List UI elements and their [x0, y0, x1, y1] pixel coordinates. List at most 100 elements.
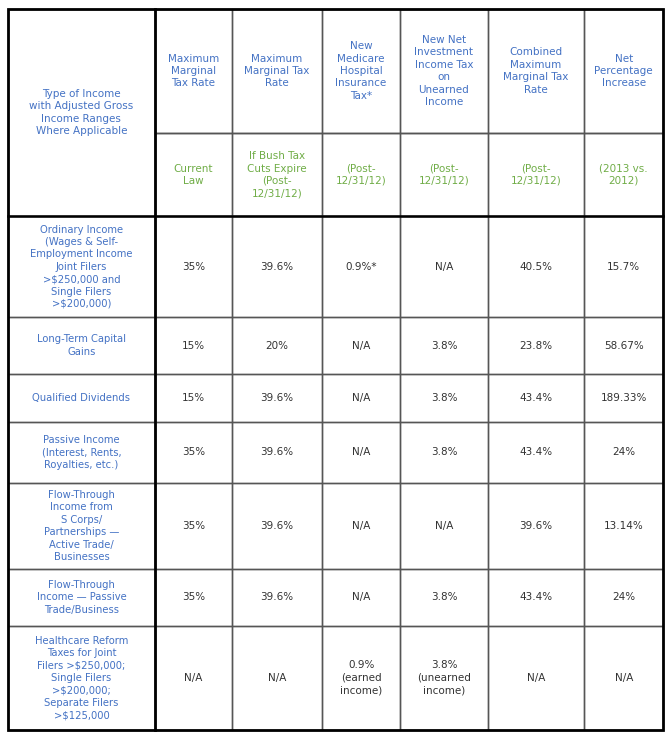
Text: If Bush Tax
Cuts Expire
(Post-
12/31/12): If Bush Tax Cuts Expire (Post- 12/31/12)	[247, 151, 307, 198]
Text: (2013 vs.
2012): (2013 vs. 2012)	[599, 163, 648, 186]
Bar	[584, 483, 663, 569]
Bar	[488, 422, 584, 483]
Bar	[231, 374, 322, 422]
Bar	[401, 625, 488, 730]
Text: (Post-
12/31/12): (Post- 12/31/12)	[511, 163, 562, 186]
Text: 39.6%: 39.6%	[260, 592, 293, 602]
Bar	[322, 374, 401, 422]
Bar	[401, 374, 488, 422]
Bar	[231, 625, 322, 730]
Bar	[155, 422, 231, 483]
Bar	[488, 217, 584, 317]
Text: Healthcare Reform
Taxes for Joint
Filers >$250,000;
Single Filers
>$200,000;
Sep: Healthcare Reform Taxes for Joint Filers…	[35, 636, 128, 720]
Text: 0.9%*: 0.9%*	[346, 262, 377, 272]
Text: (Post-
12/31/12): (Post- 12/31/12)	[336, 163, 386, 186]
Bar	[322, 422, 401, 483]
Text: 20%: 20%	[265, 341, 289, 350]
Bar	[8, 9, 155, 217]
Bar	[488, 625, 584, 730]
Text: 13.14%: 13.14%	[604, 521, 643, 531]
Text: Type of Income
with Adjusted Gross
Income Ranges
Where Applicable: Type of Income with Adjusted Gross Incom…	[30, 89, 134, 136]
Text: 0.9%
(earned
income): 0.9% (earned income)	[340, 661, 382, 695]
Bar	[488, 569, 584, 625]
Text: Maximum
Marginal
Tax Rate: Maximum Marginal Tax Rate	[168, 54, 219, 89]
Bar	[322, 483, 401, 569]
Text: 24%: 24%	[612, 592, 635, 602]
Bar	[8, 422, 155, 483]
Text: 3.8%
(unearned
income): 3.8% (unearned income)	[417, 661, 471, 695]
Bar	[401, 317, 488, 374]
Bar	[584, 317, 663, 374]
Bar	[584, 374, 663, 422]
Text: 39.6%: 39.6%	[260, 393, 293, 403]
Bar	[231, 422, 322, 483]
Bar	[488, 317, 584, 374]
Text: 39.6%: 39.6%	[260, 262, 293, 272]
Bar	[322, 133, 401, 217]
Bar	[584, 422, 663, 483]
Text: 15%: 15%	[182, 341, 205, 350]
Bar	[584, 217, 663, 317]
Text: N/A: N/A	[352, 592, 370, 602]
Bar	[401, 422, 488, 483]
Text: Flow-Through
Income — Passive
Trade/Business: Flow-Through Income — Passive Trade/Busi…	[36, 580, 126, 615]
Text: 15.7%: 15.7%	[607, 262, 640, 272]
Text: N/A: N/A	[352, 341, 370, 350]
Bar	[488, 483, 584, 569]
Bar	[155, 317, 231, 374]
Bar	[584, 9, 663, 133]
Text: N/A: N/A	[435, 521, 453, 531]
Bar	[584, 569, 663, 625]
Text: 43.4%: 43.4%	[519, 447, 553, 457]
Text: 15%: 15%	[182, 393, 205, 403]
Bar	[8, 483, 155, 569]
Text: Qualified Dividends: Qualified Dividends	[32, 393, 130, 403]
Text: 39.6%: 39.6%	[260, 447, 293, 457]
Text: 39.6%: 39.6%	[260, 521, 293, 531]
Text: 43.4%: 43.4%	[519, 393, 553, 403]
Bar	[401, 569, 488, 625]
Text: 3.8%: 3.8%	[431, 393, 457, 403]
Text: 39.6%: 39.6%	[519, 521, 553, 531]
Text: N/A: N/A	[435, 262, 453, 272]
Text: N/A: N/A	[268, 672, 286, 683]
Bar	[401, 133, 488, 217]
Bar	[584, 133, 663, 217]
Text: 35%: 35%	[182, 262, 205, 272]
Text: Net
Percentage
Increase: Net Percentage Increase	[595, 54, 653, 89]
Text: Ordinary Income
(Wages & Self-
Employment Income
Joint Filers
>$250,000 and
Sing: Ordinary Income (Wages & Self- Employmen…	[30, 225, 133, 309]
Bar	[401, 217, 488, 317]
Text: Current
Law: Current Law	[174, 163, 213, 186]
Text: 58.67%: 58.67%	[604, 341, 643, 350]
Text: 35%: 35%	[182, 447, 205, 457]
Text: N/A: N/A	[352, 521, 370, 531]
Bar	[155, 374, 231, 422]
Bar	[322, 317, 401, 374]
Bar	[155, 625, 231, 730]
Bar	[322, 217, 401, 317]
Bar	[231, 483, 322, 569]
Bar	[322, 9, 401, 133]
Text: Combined
Maximum
Marginal Tax
Rate: Combined Maximum Marginal Tax Rate	[503, 47, 569, 95]
Bar	[488, 9, 584, 133]
Bar	[8, 625, 155, 730]
Text: Passive Income
(Interest, Rents,
Royalties, etc.): Passive Income (Interest, Rents, Royalti…	[42, 435, 121, 470]
Bar	[155, 133, 231, 217]
Text: Maximum
Marginal Tax
Rate: Maximum Marginal Tax Rate	[244, 54, 309, 89]
Text: (Post-
12/31/12): (Post- 12/31/12)	[419, 163, 469, 186]
Bar	[8, 217, 155, 317]
Text: N/A: N/A	[352, 393, 370, 403]
Text: N/A: N/A	[184, 672, 203, 683]
Bar	[8, 569, 155, 625]
Bar	[231, 317, 322, 374]
Bar	[8, 374, 155, 422]
Bar	[155, 569, 231, 625]
Bar	[322, 569, 401, 625]
Text: Flow-Through
Income from
S Corps/
Partnerships —
Active Trade/
Businesses: Flow-Through Income from S Corps/ Partne…	[44, 490, 119, 562]
Bar	[322, 625, 401, 730]
Bar	[231, 217, 322, 317]
Text: 40.5%: 40.5%	[519, 262, 552, 272]
Text: 3.8%: 3.8%	[431, 447, 457, 457]
Text: 3.8%: 3.8%	[431, 592, 457, 602]
Bar	[488, 133, 584, 217]
